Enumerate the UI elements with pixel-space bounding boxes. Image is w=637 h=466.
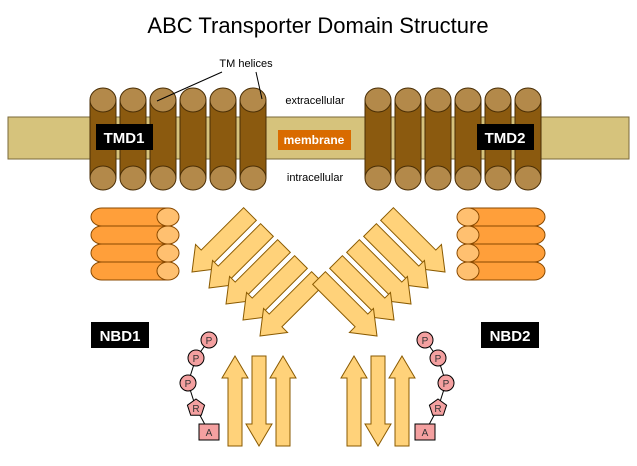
membrane-label: membrane: [284, 133, 345, 147]
ribose-pentagon: R: [428, 398, 448, 416]
beta-strand-arrow-vertical: [364, 355, 392, 447]
atp-chain-letter: A: [422, 428, 429, 439]
phosphate-circle: P: [200, 331, 218, 349]
tm-helix: [424, 87, 452, 191]
membrane-label-box: [278, 130, 351, 150]
phosphate-circle: P: [437, 374, 455, 392]
atp-chain-letter: P: [206, 336, 213, 347]
atp-chain-letter: R: [192, 404, 199, 415]
nbd-helix-rod: [90, 207, 180, 227]
ribose-pentagon: R: [186, 398, 206, 416]
extracellular-label: extracellular: [285, 95, 345, 107]
tm-helices-pointer-1: [156, 71, 223, 102]
tm-helix: [149, 87, 177, 191]
atp-chain-letter: A: [206, 428, 213, 439]
atp-chain-letter: R: [434, 404, 441, 415]
diagram-title: ABC Transporter Domain Structure: [147, 13, 488, 38]
atp-chain-letter: P: [435, 354, 442, 365]
nbd1-sheet-arrows: [191, 206, 326, 337]
tm-helices-pointer-2: [255, 71, 263, 100]
nbd2-label: NBD2: [490, 328, 531, 345]
phosphate-circle: P: [429, 349, 447, 367]
tmd2-label-box: [477, 124, 534, 150]
tm-helix: [394, 87, 422, 191]
tm-helix: [89, 87, 117, 191]
nbd1-rod-group: [90, 207, 180, 281]
tmd1-helix-group: [89, 87, 267, 191]
nbd-helix-rod: [90, 225, 180, 245]
tmd1-label: TMD1: [104, 130, 145, 147]
nbd-helix-rod: [456, 207, 546, 227]
nbd2-sheet-arrows: [311, 206, 446, 337]
adenine-box: A: [414, 423, 436, 441]
tm-helix: [364, 87, 392, 191]
nbd-helix-rod: [456, 261, 546, 281]
intracellular-label: intracellular: [287, 172, 344, 184]
beta-strand-arrow-vertical: [245, 355, 273, 447]
tm-helix: [209, 87, 237, 191]
nbd2-label-box: [481, 322, 539, 348]
atp-chain-letter: P: [422, 336, 429, 347]
atp-chain-letter: P: [443, 379, 450, 390]
tm-helix: [239, 87, 267, 191]
adenine-box: A: [198, 423, 220, 441]
tmd1-label-box: [96, 124, 153, 150]
phosphate-circle: P: [187, 349, 205, 367]
beta-strand-arrow-vertical: [388, 355, 416, 447]
nbd-helix-rod: [90, 243, 180, 263]
nbd2-rod-group: [456, 207, 546, 281]
nbd-helix-rod: [456, 225, 546, 245]
tm-helix: [179, 87, 207, 191]
nbd-helix-rod: [456, 243, 546, 263]
phosphate-circle: P: [179, 374, 197, 392]
tmd2-label: TMD2: [485, 130, 526, 147]
beta-strand-arrow-vertical: [340, 355, 368, 447]
nbd-helix-rod: [90, 261, 180, 281]
atp-chain-letter: P: [193, 354, 200, 365]
vertical-sheet-arrows: [221, 355, 416, 447]
tm-helices-label: TM helices: [219, 58, 273, 70]
phosphate-circle: P: [416, 331, 434, 349]
beta-strand-arrow: [311, 270, 378, 337]
nbd1-label-box: [91, 322, 149, 348]
beta-strand-arrow: [259, 270, 326, 337]
nbd1-label: NBD1: [100, 328, 141, 345]
atp-chain-letter: P: [185, 379, 192, 390]
tm-helix: [454, 87, 482, 191]
beta-strand-arrow-vertical: [269, 355, 297, 447]
beta-strand-arrow-vertical: [221, 355, 249, 447]
